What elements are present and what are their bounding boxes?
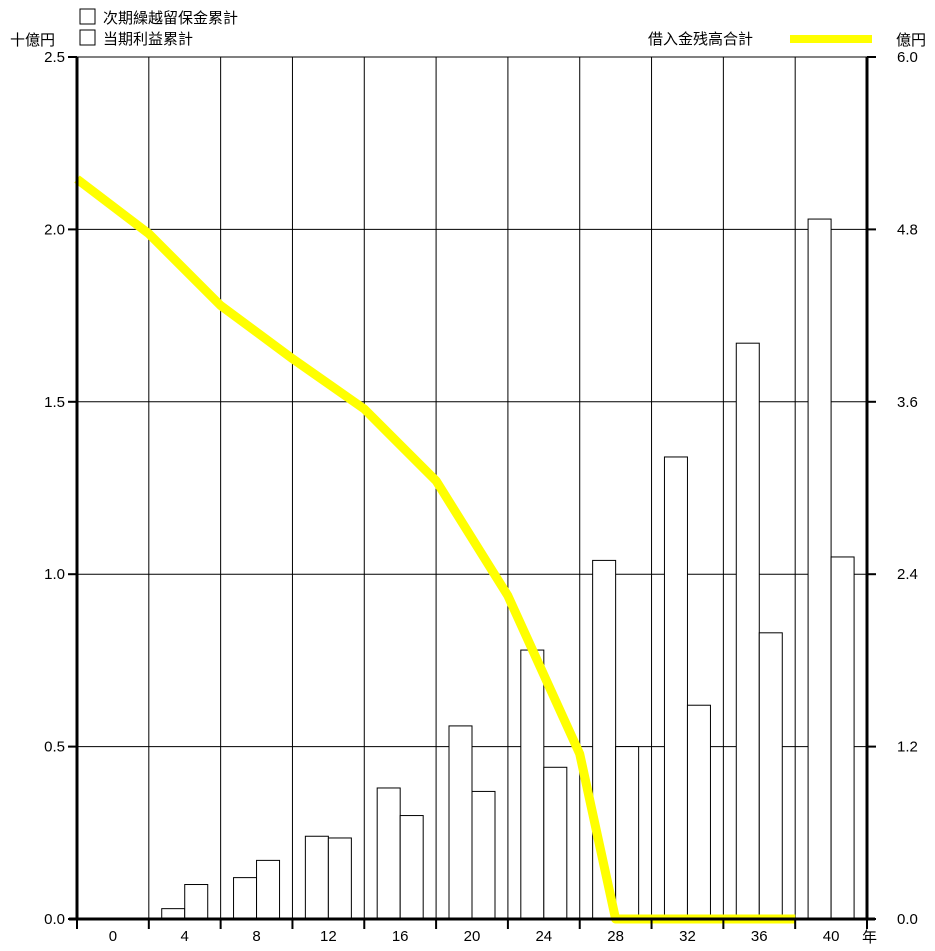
left-tick-label: 1.0	[44, 566, 65, 583]
legend-label-carryover: 次期繰越留保金累計	[103, 10, 238, 27]
axes	[68, 56, 876, 929]
right-tick-label: 1.2	[897, 739, 918, 756]
bar-carryover	[233, 877, 258, 920]
bar-carryover	[520, 649, 545, 920]
bar-profit	[256, 859, 281, 920]
left-tick-label: 1.5	[44, 394, 65, 411]
bar-profit	[830, 556, 855, 920]
right-tick-label: 3.6	[897, 394, 918, 411]
x-tick-label: 0	[109, 928, 117, 945]
legend-label-debt: 借入金残高合計	[648, 31, 753, 48]
x-tick-label: 20	[464, 928, 481, 945]
right-tick-label: 6.0	[897, 49, 918, 66]
tick-labels: 0.0 0.5 1.0 1.5 2.0 2.5 0.0 1.2 2.4 3.6 4.8 6.0 0 4 8 1…	[44, 49, 918, 945]
bar-profit	[399, 815, 424, 920]
right-unit-label: 億円	[896, 32, 926, 49]
bar-carryover	[663, 456, 688, 920]
x-unit-label: 年	[862, 929, 877, 946]
bar-carryover	[807, 218, 832, 920]
x-tick-label: 16	[392, 928, 409, 945]
bar-profit	[327, 837, 352, 920]
legend-label-profit: 当期利益累計	[103, 31, 193, 48]
legend-swatch-carryover	[79, 8, 96, 25]
left-tick-label: 2.5	[44, 49, 65, 66]
bar-profit	[184, 884, 209, 920]
left-tick-label: 2.0	[44, 221, 65, 238]
bar-carryover	[376, 787, 401, 920]
x-tick-label: 12	[320, 928, 337, 945]
bar-profit	[615, 746, 640, 920]
bar-carryover	[304, 835, 329, 920]
x-tick-label: 40	[823, 928, 840, 945]
left-tick-label: 0.5	[44, 739, 65, 756]
x-tick-label: 4	[181, 928, 189, 945]
bar-profit	[758, 632, 783, 920]
legend-swatch-profit	[79, 29, 96, 46]
left-unit-label: 十億円	[10, 32, 55, 49]
bar-profit	[471, 790, 496, 920]
right-tick-label: 0.0	[897, 911, 918, 928]
right-tick-label: 2.4	[897, 566, 918, 583]
left-tick-label: 0.0	[44, 911, 65, 928]
bar-carryover	[735, 342, 760, 920]
x-tick-label: 36	[751, 928, 768, 945]
bar-profit	[686, 704, 711, 920]
x-tick-label: 24	[535, 928, 552, 945]
x-tick-label: 28	[607, 928, 624, 945]
bar-profit	[543, 766, 568, 920]
bar-carryover	[161, 908, 186, 920]
bar-carryover	[448, 725, 473, 920]
x-tick-label: 32	[679, 928, 696, 945]
x-tick-label: 8	[252, 928, 260, 945]
right-tick-label: 4.8	[897, 221, 918, 238]
